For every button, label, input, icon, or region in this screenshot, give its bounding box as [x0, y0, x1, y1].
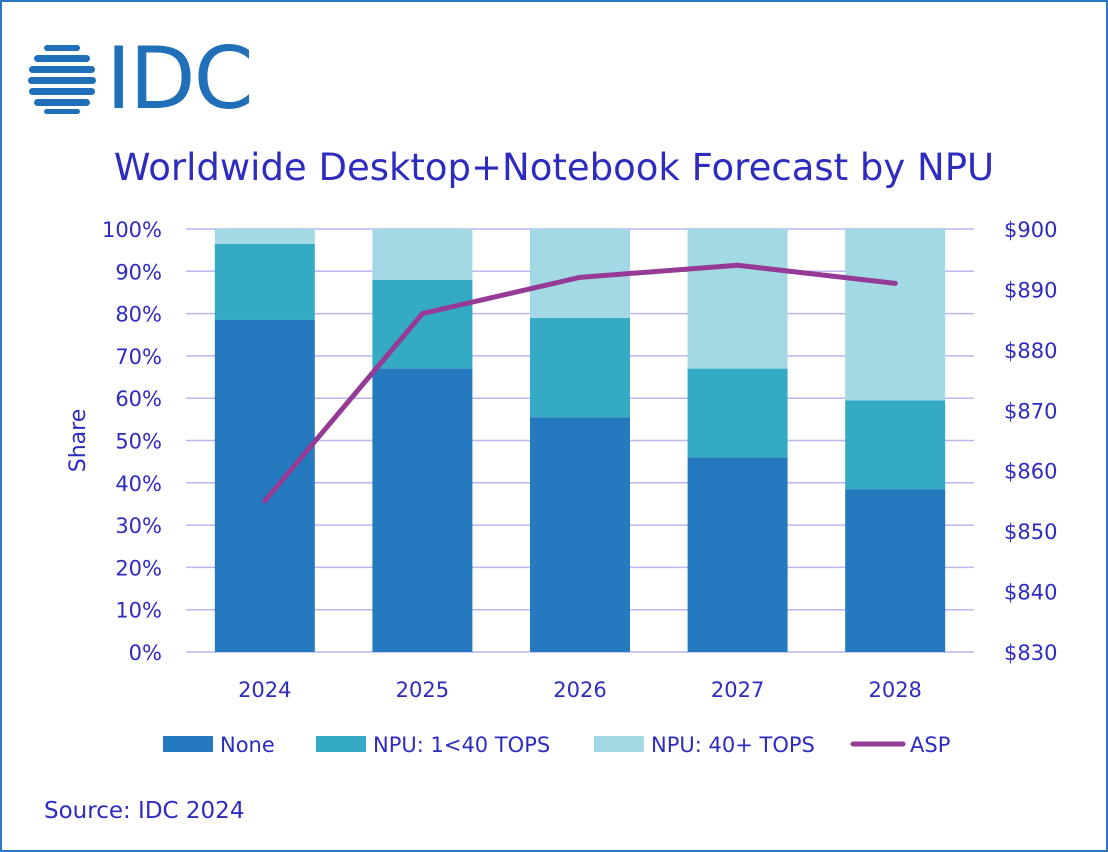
- asp-point: [735, 262, 741, 268]
- legend-label: NPU: 1<40 TOPS: [373, 733, 550, 757]
- source-note: Source: IDC 2024: [44, 798, 245, 824]
- y-tick-label: 0%: [129, 641, 162, 665]
- bar-segment: [687, 368, 788, 458]
- y-axis-label: Share: [66, 409, 91, 473]
- bar-segment: [845, 229, 946, 401]
- y-tick-label: 40%: [115, 472, 162, 496]
- y-tick-label: 70%: [115, 345, 162, 369]
- bar-segment: [687, 457, 788, 652]
- idc-logo: IDC: [28, 29, 254, 129]
- bar-segment: [372, 368, 473, 652]
- y-tick-label: 20%: [115, 556, 162, 580]
- y-tick-label: 80%: [115, 303, 162, 327]
- x-tick-label: 2028: [868, 678, 921, 702]
- y2-tick-label: $850: [1004, 520, 1057, 544]
- legend-swatch: [594, 736, 644, 752]
- legend-label: NPU: 40+ TOPS: [651, 733, 815, 757]
- bar-segment: [530, 317, 630, 418]
- legend-label: None: [220, 733, 275, 757]
- x-tick-label: 2025: [396, 678, 449, 702]
- y-tick-label: 90%: [115, 260, 162, 284]
- x-tick-label: 2026: [553, 678, 606, 702]
- chart-title: Worldwide Desktop+Notebook Forecast by N…: [113, 146, 995, 189]
- y-tick-label: 30%: [115, 514, 162, 538]
- bar-segment: [214, 243, 315, 320]
- y-tick-label: 100%: [102, 218, 162, 242]
- bar-segment: [845, 489, 946, 652]
- legend-swatch: [163, 736, 213, 752]
- bar-segment: [372, 229, 473, 280]
- y2-tick-label: $900: [1004, 218, 1057, 242]
- asp-point: [577, 274, 583, 280]
- y2-tick-label: $830: [1004, 641, 1057, 665]
- y-tick-label: 60%: [115, 387, 162, 411]
- logo-text: IDC: [106, 29, 254, 129]
- x-tick-label: 2027: [711, 678, 764, 702]
- bar-segment: [530, 417, 630, 652]
- bar-segment: [214, 319, 315, 652]
- y2-tick-label: $880: [1004, 339, 1057, 363]
- x-tick-label: 2024: [238, 678, 291, 702]
- bar-segment: [687, 229, 788, 369]
- bar-segment: [214, 229, 315, 244]
- idc-globe-icon: [28, 45, 96, 114]
- legend-label: ASP: [910, 733, 950, 757]
- y2-tick-label: $870: [1004, 399, 1057, 423]
- y-tick-label: 50%: [115, 430, 162, 454]
- asp-point: [892, 280, 898, 286]
- asp-point: [262, 498, 268, 504]
- y2-tick-label: $840: [1004, 581, 1057, 605]
- y2-tick-label: $860: [1004, 460, 1057, 484]
- y-tick-label: 10%: [115, 599, 162, 623]
- y2-tick-label: $890: [1004, 278, 1057, 302]
- asp-point: [419, 311, 425, 317]
- bar-segment: [845, 400, 946, 490]
- legend-swatch: [316, 736, 366, 752]
